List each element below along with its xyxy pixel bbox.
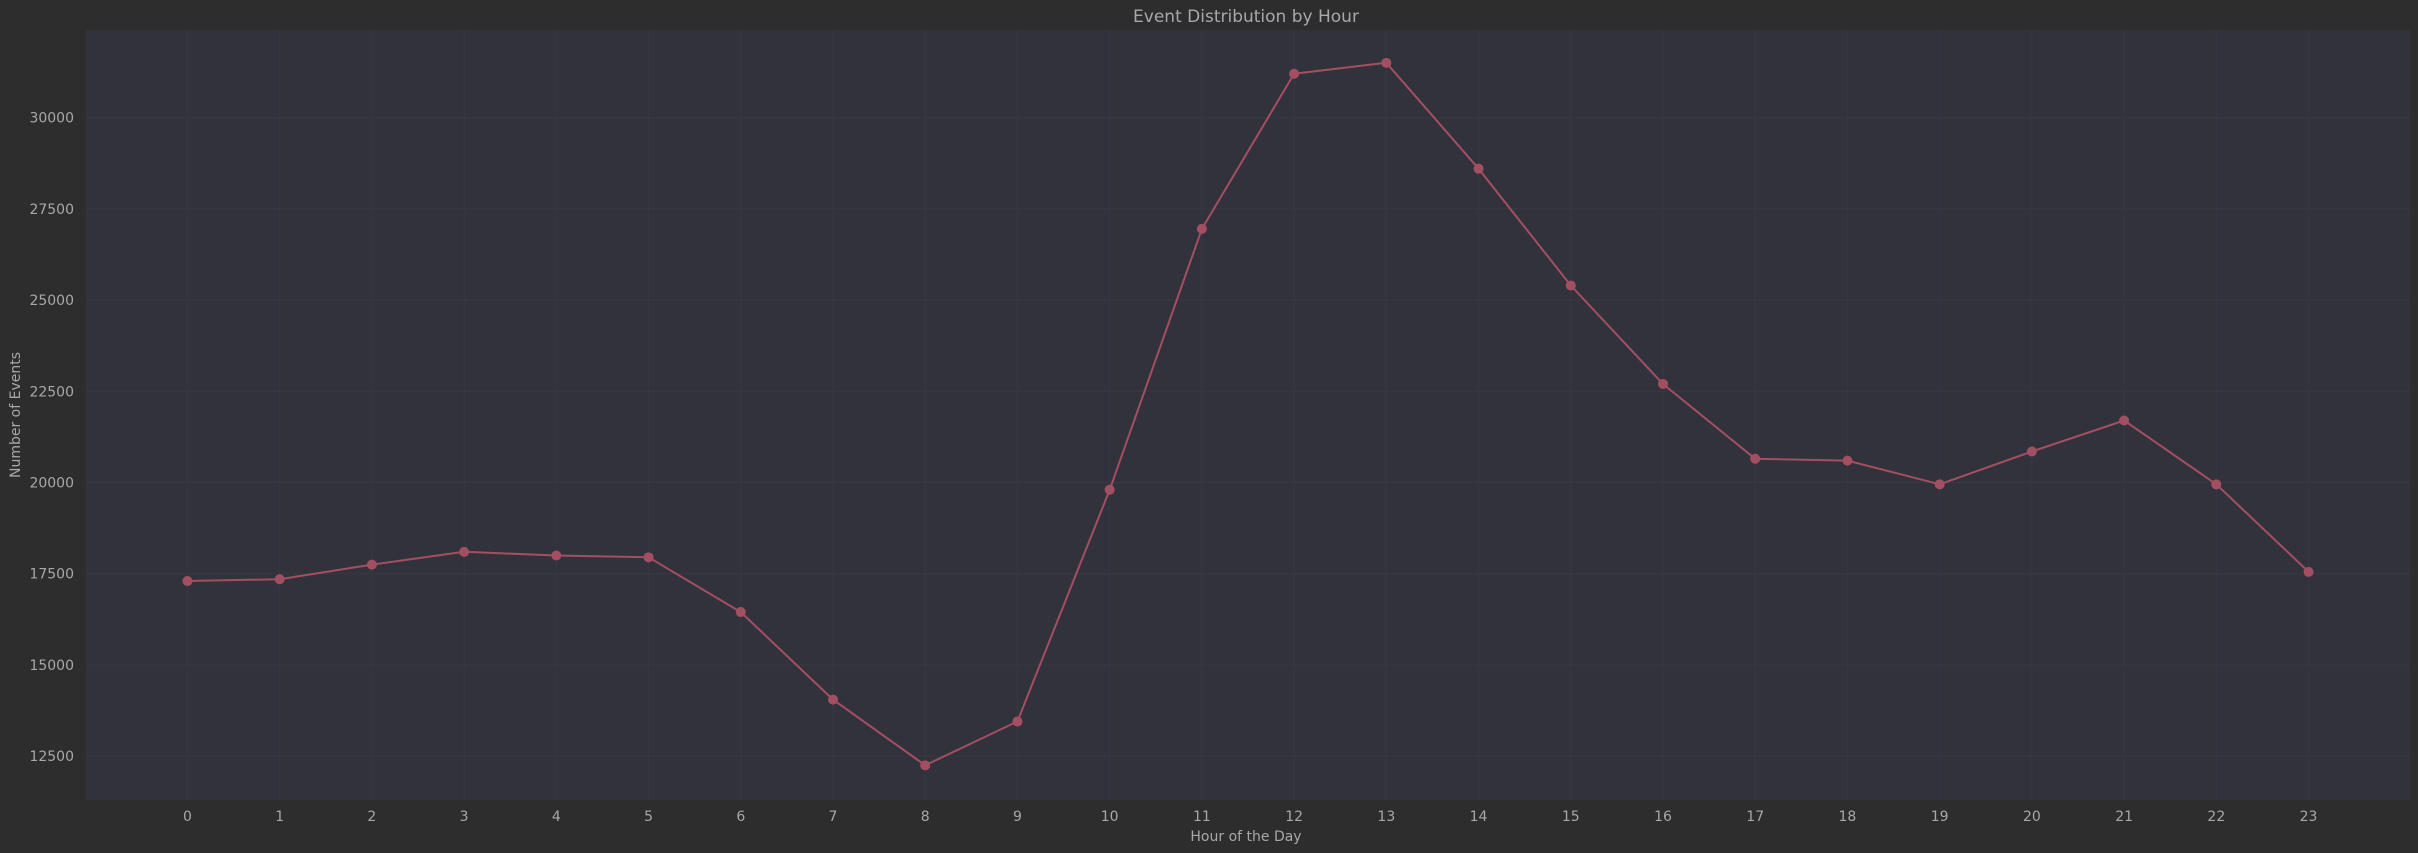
data-point <box>551 550 562 561</box>
x-tick-label: 13 <box>1377 809 1395 825</box>
data-point <box>1934 479 1945 490</box>
x-tick-label: 11 <box>1193 809 1211 825</box>
plot-area <box>86 30 2410 800</box>
x-tick-label: 6 <box>736 809 745 825</box>
data-point <box>2211 479 2222 490</box>
data-point <box>1104 484 1115 495</box>
x-tick-label: 17 <box>1746 809 1764 825</box>
y-tick-label: 25000 <box>29 293 74 309</box>
x-axis-ticks: 0 1 2 3 4 5 6 7 8 9 10 11 12 13 14 15 16 17 18 19 20 21 22 23 <box>183 809 2317 825</box>
data-point <box>643 552 654 563</box>
x-tick-label: 10 <box>1101 809 1119 825</box>
x-tick-label: 16 <box>1654 809 1672 825</box>
data-point <box>920 760 931 771</box>
data-point <box>1012 716 1023 727</box>
x-tick-label: 7 <box>829 809 838 825</box>
data-point <box>2303 566 2314 577</box>
data-point <box>1842 455 1853 466</box>
y-tick-label: 12500 <box>29 749 74 765</box>
y-tick-label: 20000 <box>29 476 74 492</box>
x-tick-label: 9 <box>1013 809 1022 825</box>
data-point <box>2119 415 2130 426</box>
y-tick-label: 27500 <box>29 202 74 218</box>
x-tick-label: 8 <box>921 809 930 825</box>
data-point <box>735 607 746 618</box>
data-point <box>1658 378 1668 389</box>
data-point <box>274 574 285 585</box>
data-point <box>459 546 470 557</box>
series-layer <box>182 57 2314 771</box>
data-point <box>1196 223 1207 234</box>
grid <box>86 30 2410 800</box>
chart-title: Event Distribution by Hour <box>1133 7 1359 27</box>
data-point <box>1289 68 1300 79</box>
x-axis-label: Hour of the Day <box>1190 829 1301 845</box>
x-tick-label: 15 <box>1562 809 1580 825</box>
y-axis-ticks: 12500 15000 17500 20000 22500 25000 27500 30000 <box>29 111 74 766</box>
x-tick-label: 4 <box>552 809 561 825</box>
x-tick-label: 18 <box>1839 809 1857 825</box>
x-tick-label: 20 <box>2023 809 2041 825</box>
data-point <box>828 694 838 705</box>
data-point <box>2026 446 2037 457</box>
x-tick-label: 2 <box>367 809 376 825</box>
x-tick-label: 3 <box>460 809 469 825</box>
x-tick-label: 21 <box>2115 809 2133 825</box>
y-tick-label: 30000 <box>29 111 74 127</box>
data-point <box>366 559 377 570</box>
data-point <box>182 576 193 587</box>
x-tick-label: 5 <box>644 809 653 825</box>
data-point <box>1473 163 1484 174</box>
data-point <box>1381 57 1392 68</box>
y-tick-label: 15000 <box>29 658 74 674</box>
x-tick-label: 1 <box>275 809 284 825</box>
y-axis-label: Number of Events <box>8 352 24 478</box>
x-tick-label: 14 <box>1470 809 1488 825</box>
series-line <box>187 61 2310 767</box>
x-tick-label: 0 <box>183 809 192 825</box>
y-tick-label: 17500 <box>29 567 74 583</box>
x-tick-label: 19 <box>1931 809 1949 825</box>
y-tick-label: 22500 <box>29 384 74 400</box>
data-point <box>1750 453 1761 464</box>
data-point <box>1565 280 1576 291</box>
x-tick-label: 23 <box>2300 809 2318 825</box>
x-tick-label: 12 <box>1285 809 1303 825</box>
x-tick-label: 22 <box>2207 809 2225 825</box>
